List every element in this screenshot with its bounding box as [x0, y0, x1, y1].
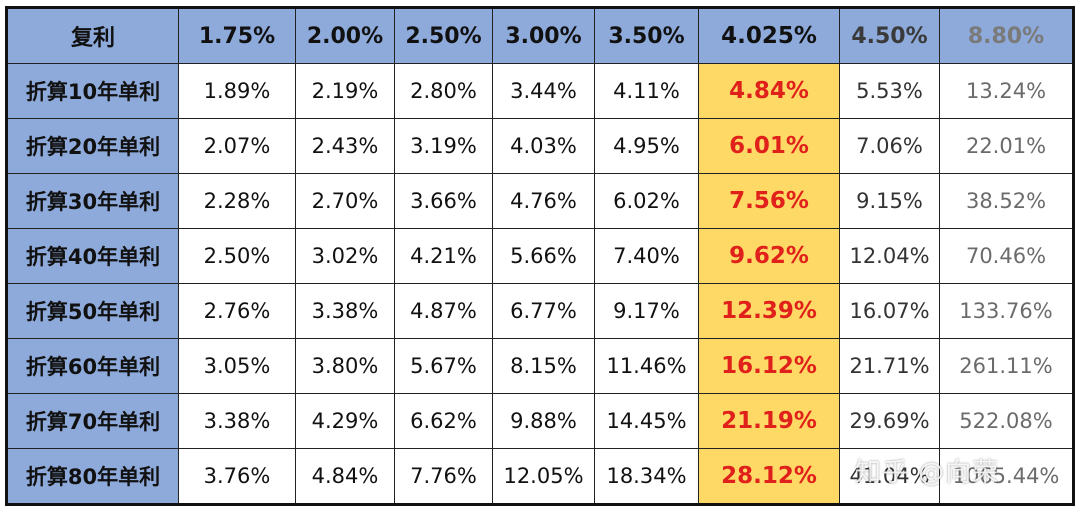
table-cell: 3.19% [394, 118, 493, 174]
table-cell: 38.52% [939, 173, 1074, 229]
table-cell: 4.76% [492, 173, 595, 229]
table-cell: 2.50% [178, 228, 296, 284]
table-cell: 2.76% [178, 283, 296, 339]
table-cell: 70.46% [939, 228, 1074, 284]
table-cell: 6.77% [492, 283, 595, 339]
highlighted-cell: 16.12% [698, 338, 840, 394]
table-cell: 3.38% [178, 393, 296, 449]
column-header: 1.75% [178, 7, 296, 64]
table-cell: 12.05% [492, 448, 595, 505]
highlighted-cell: 28.12% [698, 448, 840, 505]
table-cell: 29.69% [839, 393, 940, 449]
table-row: 折算30年单利 2.28% 2.70% 3.66% 4.76% 6.02% 7.56% 9.1… [6, 173, 1074, 229]
table-cell: 9.88% [492, 393, 595, 449]
table-cell: 4.29% [295, 393, 395, 449]
table-row: 折算80年单利 3.76% 4.84% 7.76% 12.05% 18.34% 28.12%… [6, 448, 1074, 505]
row-label: 折算50年单利 [6, 283, 179, 339]
row-label: 折算30年单利 [6, 173, 179, 229]
table-cell: 4.03% [492, 118, 595, 174]
table-cell: 4.87% [394, 283, 493, 339]
table-cell: 2.80% [394, 63, 493, 119]
table-cell: 9.17% [594, 283, 699, 339]
table-cell: 2.43% [295, 118, 395, 174]
highlighted-cell: 4.84% [698, 63, 840, 119]
table-cell: 3.66% [394, 173, 493, 229]
table-cell: 133.76% [939, 283, 1074, 339]
table-cell: 11.46% [594, 338, 699, 394]
table-cell: 7.40% [594, 228, 699, 284]
table-cell: 16.07% [839, 283, 940, 339]
table-cell: 6.62% [394, 393, 493, 449]
column-header: 2.50% [394, 7, 493, 64]
highlighted-cell: 21.19% [698, 393, 840, 449]
column-header: 8.80% [939, 7, 1074, 64]
highlighted-cell: 9.62% [698, 228, 840, 284]
column-header: 2.00% [295, 7, 395, 64]
row-label: 折算60年单利 [6, 338, 179, 394]
table-cell: 14.45% [594, 393, 699, 449]
table-cell: 4.84% [295, 448, 395, 505]
table-cell: 261.11% [939, 338, 1074, 394]
table-cell: 4.11% [594, 63, 699, 119]
table-cell: 3.80% [295, 338, 395, 394]
table-row: 折算50年单利 2.76% 3.38% 4.87% 6.77% 9.17% 12.39% 16… [6, 283, 1074, 339]
highlighted-cell: 12.39% [698, 283, 840, 339]
table-cell: 2.19% [295, 63, 395, 119]
table-cell: 1.89% [178, 63, 296, 119]
column-header: 3.00% [492, 7, 595, 64]
table-cell: 5.67% [394, 338, 493, 394]
table-cell: 2.70% [295, 173, 395, 229]
table-row: 折算20年单利 2.07% 2.43% 3.19% 4.03% 4.95% 6.01% 7.0… [6, 118, 1074, 174]
table-cell: 3.38% [295, 283, 395, 339]
row-label: 折算10年单利 [6, 63, 179, 119]
table-cell: 12.04% [839, 228, 940, 284]
table-cell: 2.28% [178, 173, 296, 229]
table-cell: 522.08% [939, 393, 1074, 449]
highlighted-cell: 7.56% [698, 173, 840, 229]
table-cell: 3.02% [295, 228, 395, 284]
table-cell: 18.34% [594, 448, 699, 505]
highlighted-cell: 6.01% [698, 118, 840, 174]
table-cell: 8.15% [492, 338, 595, 394]
column-header: 3.50% [594, 7, 699, 64]
table-cell: 6.02% [594, 173, 699, 229]
table-cell: 7.06% [839, 118, 940, 174]
table-row: 折算10年单利 1.89% 2.19% 2.80% 3.44% 4.11% 4.84% 5.5… [6, 63, 1074, 119]
table-cell: 5.53% [839, 63, 940, 119]
table-cell: 7.76% [394, 448, 493, 505]
row-label: 折算80年单利 [6, 448, 179, 505]
table-cell: 5.66% [492, 228, 595, 284]
table-cell: 13.24% [939, 63, 1074, 119]
row-label: 折算40年单利 [6, 228, 179, 284]
table-cell: 22.01% [939, 118, 1074, 174]
table-cell: 9.15% [839, 173, 940, 229]
table-cell: 4.95% [594, 118, 699, 174]
compound-to-simple-interest-table: 复利 1.75% 2.00% 2.50% 3.00% 3.50% 4.025% … [5, 6, 1075, 506]
table-row: 折算60年单利 3.05% 3.80% 5.67% 8.15% 11.46% 16.12% 2… [6, 338, 1074, 394]
table-cell: 3.44% [492, 63, 595, 119]
table-row: 折算70年单利 3.38% 4.29% 6.62% 9.88% 14.45% 21.19% 2… [6, 393, 1074, 449]
table-cell: 1065.44% [939, 448, 1074, 505]
corner-label: 复利 [6, 7, 179, 64]
table-cell: 21.71% [839, 338, 940, 394]
column-header-highlighted: 4.025% [698, 7, 840, 64]
table-cell: 3.76% [178, 448, 296, 505]
table-cell: 41.04% [839, 448, 940, 505]
table-cell: 2.07% [178, 118, 296, 174]
table-row: 折算40年单利 2.50% 3.02% 4.21% 5.66% 7.40% 9.62% 12.… [6, 228, 1074, 284]
row-label: 折算70年单利 [6, 393, 179, 449]
row-label: 折算20年单利 [6, 118, 179, 174]
table-cell: 4.21% [394, 228, 493, 284]
column-header: 4.50% [839, 7, 940, 64]
table-cell: 3.05% [178, 338, 296, 394]
header-row: 复利 1.75% 2.00% 2.50% 3.00% 3.50% 4.025% … [6, 7, 1074, 64]
